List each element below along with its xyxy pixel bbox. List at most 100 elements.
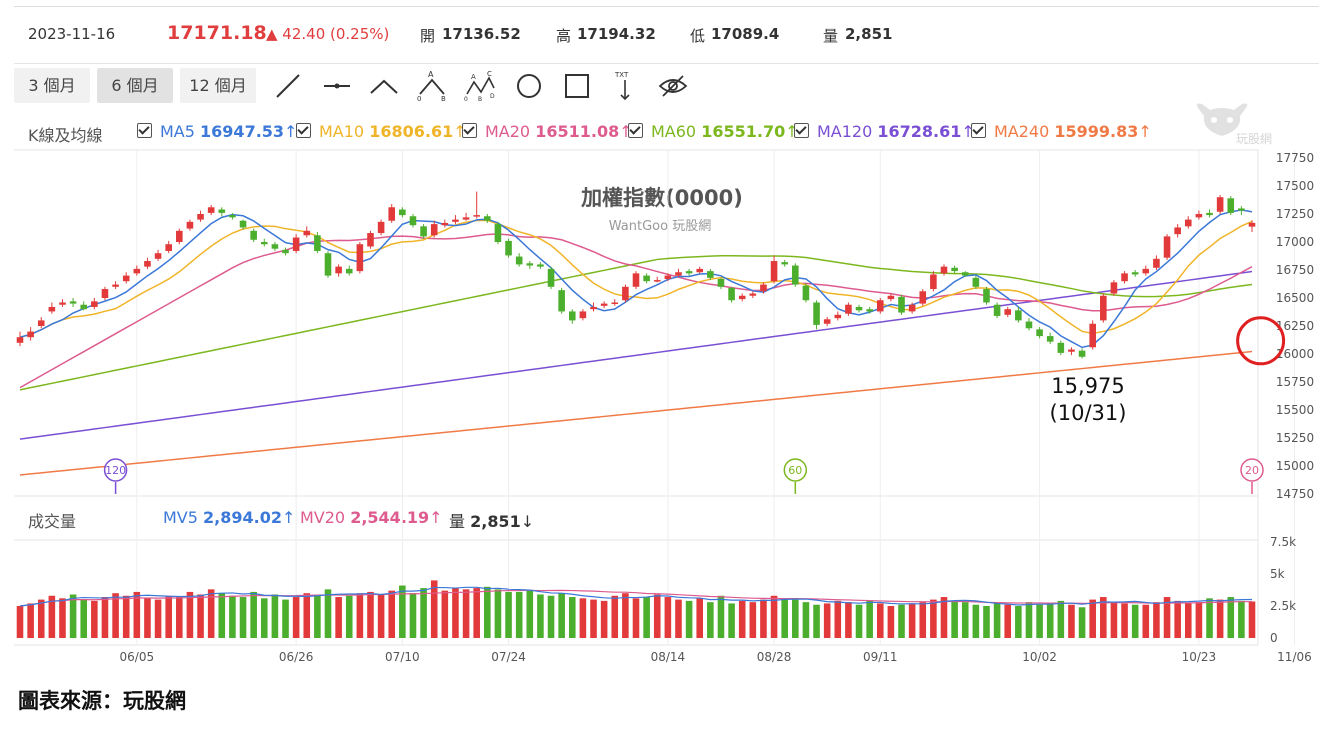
checkbox-icon[interactable] xyxy=(971,123,986,138)
volume-bar xyxy=(515,591,523,638)
svg-text:TXT: TXT xyxy=(614,71,629,79)
volume-bar xyxy=(27,603,34,638)
volume-bar xyxy=(600,600,608,638)
candle-body xyxy=(1025,321,1033,329)
volume-bar xyxy=(430,580,438,638)
abc-pattern-icon[interactable]: A 0 B xyxy=(416,70,448,103)
ma5-line xyxy=(19,209,1253,349)
volume-bar xyxy=(1078,607,1086,638)
candle-body xyxy=(876,300,884,312)
candle-body xyxy=(133,268,141,274)
volume-bar xyxy=(1100,597,1107,638)
legend-item-ma240[interactable]: MA240 15999.83↑ xyxy=(971,122,1152,141)
volume-bar xyxy=(1110,602,1118,638)
candle-body xyxy=(239,220,247,228)
candle-body xyxy=(664,275,672,279)
annotation-value: 15,975 xyxy=(1051,374,1124,398)
candle-body xyxy=(165,244,172,251)
candle-body xyxy=(1046,336,1054,342)
candle-body xyxy=(1195,214,1203,218)
ma20-line xyxy=(19,233,1253,389)
x-tick-label: 11/06 xyxy=(1277,650,1312,664)
price-tick-label: 16500 xyxy=(1276,291,1314,305)
candle-body xyxy=(770,261,778,282)
abcd-pattern-icon[interactable]: A C 0 B D xyxy=(464,70,496,103)
candle-body xyxy=(1015,310,1022,321)
svg-text:D: D xyxy=(490,93,495,100)
candle-body xyxy=(335,266,342,274)
line-tool-icon[interactable] xyxy=(272,70,304,102)
price-tick-label: 17750 xyxy=(1276,151,1314,165)
candle-body xyxy=(717,278,725,287)
volume-bar xyxy=(643,597,650,638)
candle-body xyxy=(792,265,799,285)
candle-body xyxy=(484,216,491,221)
volume-bar xyxy=(930,599,937,638)
circle-tool-icon[interactable] xyxy=(513,70,545,102)
volume-bar xyxy=(696,598,704,638)
angle-line-icon[interactable] xyxy=(368,70,400,102)
volume-bar xyxy=(834,600,842,638)
candle-body xyxy=(558,290,565,312)
price-tick-label: 15500 xyxy=(1276,403,1314,417)
candle-body xyxy=(271,244,279,249)
volume-bar xyxy=(345,595,353,638)
wantgoo-logo: 玩股網 xyxy=(1192,100,1272,150)
candle-body xyxy=(813,302,820,325)
candle-body xyxy=(345,268,353,274)
volume-bar xyxy=(1057,600,1065,638)
candle-body xyxy=(728,287,735,301)
candle-body xyxy=(1036,329,1043,337)
checkbox-icon[interactable] xyxy=(794,123,809,138)
candle-body xyxy=(452,219,459,222)
volume-bar xyxy=(420,588,427,638)
hide-eye-icon[interactable] xyxy=(657,70,689,102)
candle-body xyxy=(834,314,842,319)
svg-text:B: B xyxy=(441,95,446,102)
candle-body xyxy=(462,217,470,220)
volume-bar xyxy=(282,599,289,638)
checkbox-icon[interactable] xyxy=(628,123,643,138)
volume-legend-mv5: MV5 2,894.02↑ xyxy=(163,508,296,527)
rectangle-tool-icon[interactable] xyxy=(561,70,593,102)
volume-bar xyxy=(675,599,682,638)
volume-bar xyxy=(494,589,502,638)
high-label: 高 xyxy=(556,27,572,45)
candle-body xyxy=(1089,323,1096,348)
checkbox-icon[interactable] xyxy=(137,123,152,138)
horizontal-line-icon[interactable] xyxy=(321,70,353,102)
text-marker-icon[interactable]: TXT xyxy=(609,70,641,102)
chart-title: 加權指數(0000) xyxy=(580,186,743,210)
candle-body xyxy=(1078,350,1086,357)
volume-bar xyxy=(1025,602,1033,638)
volume-bar xyxy=(409,593,417,638)
range-12m-button[interactable]: 12 個月 xyxy=(180,68,256,103)
checkbox-icon[interactable] xyxy=(462,123,477,138)
x-tick-label: 07/10 xyxy=(385,650,420,664)
volume-bar xyxy=(176,597,183,638)
candle-body xyxy=(845,304,852,314)
volume-bar xyxy=(749,602,757,638)
checkbox-icon[interactable] xyxy=(296,123,311,138)
price-change: ▲ 42.40 (0.25%) xyxy=(266,25,390,43)
range-6m-button[interactable]: 6 個月 xyxy=(97,68,173,103)
x-tick-label: 08/28 xyxy=(757,650,792,664)
volume-bar xyxy=(101,597,109,638)
volume-bar xyxy=(632,598,640,638)
candle-body xyxy=(1142,268,1150,274)
volume-bar xyxy=(154,599,162,638)
legend-item-ma5[interactable]: MA5 16947.53↑ xyxy=(137,122,297,141)
volume-bar xyxy=(462,589,470,638)
high-value: 17194.32 xyxy=(577,25,656,43)
candle-body xyxy=(112,284,119,287)
candle-body xyxy=(59,302,66,305)
range-3m-button[interactable]: 3 個月 xyxy=(14,68,90,103)
candle-body xyxy=(218,209,226,213)
candle-body xyxy=(675,272,682,276)
candle-body xyxy=(1100,295,1107,321)
volume-bar xyxy=(823,603,831,638)
candle-body xyxy=(292,237,300,251)
volume-bar xyxy=(59,598,66,638)
x-tick-label: 09/11 xyxy=(863,650,898,664)
candle-body xyxy=(260,242,268,245)
